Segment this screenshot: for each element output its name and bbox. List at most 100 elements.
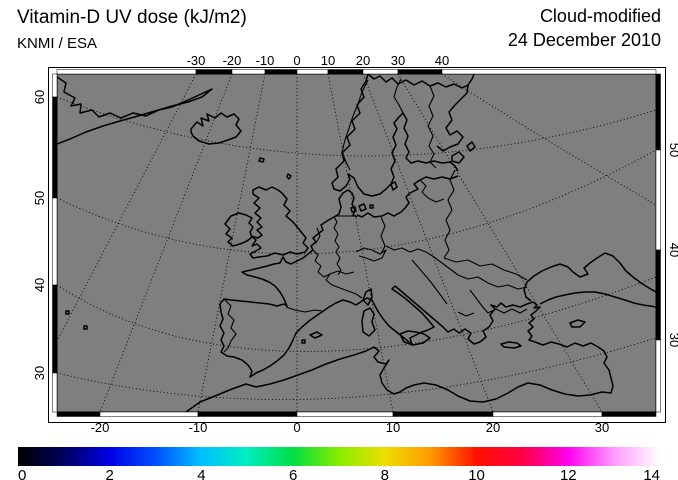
graticule-line — [57, 276, 656, 352]
coastline-path — [286, 173, 292, 180]
border-path — [341, 79, 369, 171]
top-axis-tick-label: -10 — [256, 53, 275, 68]
border-path — [315, 227, 321, 244]
zebra-segment — [392, 411, 494, 417]
colorbar-tick-label: 4 — [197, 467, 205, 480]
coastline-path — [523, 281, 532, 302]
bottom-axis-tick-label: 20 — [486, 420, 500, 435]
zebra-segment — [655, 149, 661, 251]
zebra-segment — [52, 197, 58, 286]
graticule-line — [362, 74, 494, 412]
coastline-path — [301, 339, 306, 344]
graticule-line — [197, 74, 266, 412]
coastlines — [57, 74, 656, 412]
zebra-segment — [52, 284, 58, 374]
coastline-path — [185, 285, 614, 412]
zebra-segment — [655, 249, 661, 341]
border-path — [312, 249, 355, 278]
top-axis-tick-label: 20 — [356, 53, 370, 68]
zebra-segment — [655, 73, 661, 151]
map-area — [56, 73, 657, 413]
colorbar-tick-label: 14 — [643, 467, 660, 480]
bottom-axis-tick-label: 30 — [595, 420, 609, 435]
coastline-path — [65, 310, 70, 315]
coastline-path — [219, 216, 435, 378]
colorbar-tick-label: 12 — [560, 467, 577, 480]
coastline-path — [369, 204, 374, 209]
coastline-path — [361, 307, 376, 337]
colorbar-tick-label: 10 — [468, 467, 485, 480]
graticule-line — [441, 74, 656, 206]
coastline-path — [356, 175, 459, 218]
border-path — [427, 197, 445, 203]
border-path — [333, 216, 342, 276]
zebra-segment — [296, 411, 394, 417]
left-axis-tick-label: 40 — [32, 278, 47, 292]
colorbar-tick-label: 6 — [289, 467, 297, 480]
colorbar: 0 2 4 6 8 10 12 14 — [18, 447, 660, 480]
zebra-segment — [195, 69, 233, 75]
coastline-path — [350, 206, 357, 213]
border-path — [380, 216, 386, 255]
zebra-segment — [197, 411, 298, 417]
left-axis-tick-label: 50 — [32, 191, 47, 205]
border-path — [393, 78, 404, 114]
date-label: 24 December 2010 — [508, 30, 661, 50]
left-axis-tick-label: 60 — [32, 90, 47, 104]
border-path — [285, 306, 323, 313]
outer-frame — [48, 67, 666, 423]
map-background — [56, 73, 657, 413]
colorbar-tick-label: 0 — [18, 467, 26, 480]
zebra-segment — [362, 69, 399, 75]
zebra-segment — [601, 411, 657, 417]
border-path — [425, 251, 451, 270]
border-path — [325, 273, 363, 299]
border-path — [419, 179, 429, 199]
zebra-segment — [52, 73, 58, 98]
zebra-segment — [52, 372, 58, 413]
graticule-line — [99, 74, 233, 412]
bottom-axis-tick-label: 10 — [386, 420, 400, 435]
axis-labels: -30 -20 -10 0 10 20 30 40 -20 -10 0 10 20 30 60 50 40 30 5… — [32, 53, 678, 435]
border-path — [449, 268, 528, 290]
zebra-segment — [296, 69, 329, 75]
coastline-path — [500, 341, 522, 349]
zebra-segment — [52, 96, 58, 199]
top-axis-tick-label: 40 — [435, 53, 449, 68]
figure-title: Vitamin-D UV dose (kJ/m2) — [17, 7, 247, 28]
top-axis-tick-label: -20 — [223, 53, 242, 68]
border-path — [457, 311, 475, 317]
zebra-segment — [492, 411, 603, 417]
colorbar-tick-label: 2 — [106, 467, 114, 480]
coastline-path — [83, 325, 88, 330]
coastline-path — [466, 141, 476, 152]
graticule-line — [57, 74, 197, 342]
zebra-segment — [441, 69, 657, 75]
border-path — [469, 289, 489, 314]
zebra-segment — [231, 69, 266, 75]
right-axis-tick-label: 50 — [667, 143, 678, 157]
bottom-axis-tick-label: 0 — [293, 420, 300, 435]
coastline-path — [309, 331, 323, 339]
zebra-segment — [56, 69, 197, 75]
coastline-path — [331, 74, 459, 197]
right-axis-tick-label: 40 — [667, 243, 678, 257]
coastline-path — [399, 330, 431, 346]
top-axis-tick-label: 0 — [293, 53, 300, 68]
coastline-path — [249, 186, 309, 259]
coastline-path — [367, 74, 475, 89]
top-axis-tick-label: 10 — [321, 53, 335, 68]
zebra-segment — [397, 69, 443, 75]
border-path — [443, 169, 456, 259]
bottom-axis-tick-label: -20 — [91, 420, 110, 435]
left-axis-tick-label: 30 — [32, 366, 47, 380]
coastline-path — [224, 212, 254, 247]
border-path — [355, 247, 387, 262]
zebra-frame — [52, 69, 661, 417]
coastline-path — [451, 151, 465, 164]
border-path — [411, 259, 448, 305]
border-path — [427, 85, 437, 169]
zebra-segment — [264, 69, 298, 75]
